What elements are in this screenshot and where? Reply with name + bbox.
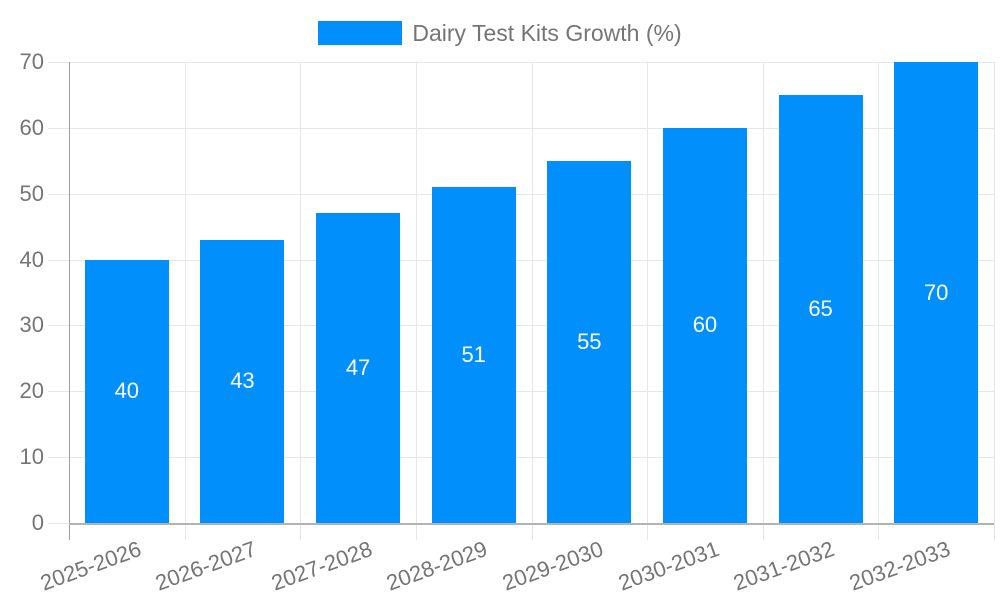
x-axis-label: 2025-2026 [36, 536, 145, 596]
x-tick [878, 523, 880, 540]
y-tick [48, 523, 69, 524]
bar-value-label: 40 [114, 378, 140, 404]
x-tick [994, 523, 995, 540]
y-axis-label: 40 [19, 246, 44, 272]
bar[interactable]: 47 [316, 213, 401, 523]
x-axis-line [69, 523, 994, 525]
legend-marker [318, 21, 403, 45]
y-axis-label: 60 [19, 114, 44, 140]
x-axis-label: 2031-2032 [730, 536, 838, 596]
x-gridline [415, 62, 417, 523]
bar[interactable]: 65 [778, 94, 863, 523]
bar[interactable]: 43 [200, 239, 285, 523]
bar[interactable]: 60 [662, 127, 747, 523]
bar-value-label: 43 [230, 368, 255, 394]
x-gridline [647, 62, 649, 523]
x-tick [415, 523, 417, 540]
x-gridline [878, 62, 880, 523]
x-gridline [994, 62, 995, 523]
y-tick [48, 62, 69, 63]
y-axis-label: 50 [19, 180, 44, 206]
x-axis-label: 2027-2028 [267, 536, 376, 596]
x-tick [762, 523, 764, 540]
x-gridline [762, 62, 764, 523]
bar-value-label: 65 [808, 295, 833, 321]
x-axis-label: 2026-2027 [152, 536, 260, 596]
y-tick [48, 391, 69, 393]
bar[interactable]: 70 [894, 62, 979, 523]
y-axis-label: 20 [19, 378, 44, 404]
x-tick [647, 523, 649, 540]
x-tick [531, 523, 533, 540]
y-axis-label: 0 [31, 510, 44, 535]
x-axis-label: 2032-2033 [845, 536, 954, 596]
bar[interactable]: 40 [84, 259, 169, 523]
x-axis-label: 2028-2029 [383, 536, 491, 596]
y-tick [48, 127, 69, 129]
bar-value-label: 55 [577, 328, 602, 354]
bar-value-label: 47 [345, 355, 371, 381]
legend-label: Dairy Test Kits Growth (%) [412, 20, 682, 46]
y-axis-line [69, 62, 70, 540]
x-tick [300, 523, 302, 540]
x-gridline [300, 62, 302, 523]
bar-value-label: 51 [461, 342, 486, 368]
x-axis-label: 2029-2030 [499, 536, 607, 596]
x-gridline [531, 62, 533, 523]
y-tick [48, 193, 69, 195]
x-axis-label: 2030-2031 [614, 536, 723, 596]
x-tick [184, 523, 186, 540]
legend[interactable]: Dairy Test Kits Growth (%) [0, 21, 1000, 45]
y-tick [48, 325, 69, 327]
bar[interactable]: 55 [547, 160, 632, 523]
y-axis-label: 30 [19, 312, 44, 338]
bar-value-label: 60 [692, 312, 718, 338]
y-tick [48, 457, 69, 459]
bar[interactable]: 51 [431, 187, 516, 523]
bar-value-label: 70 [923, 279, 949, 305]
y-tick [48, 259, 69, 261]
y-axis-label: 10 [19, 444, 44, 470]
x-gridline [184, 62, 186, 523]
y-axis-label: 70 [19, 49, 44, 74]
